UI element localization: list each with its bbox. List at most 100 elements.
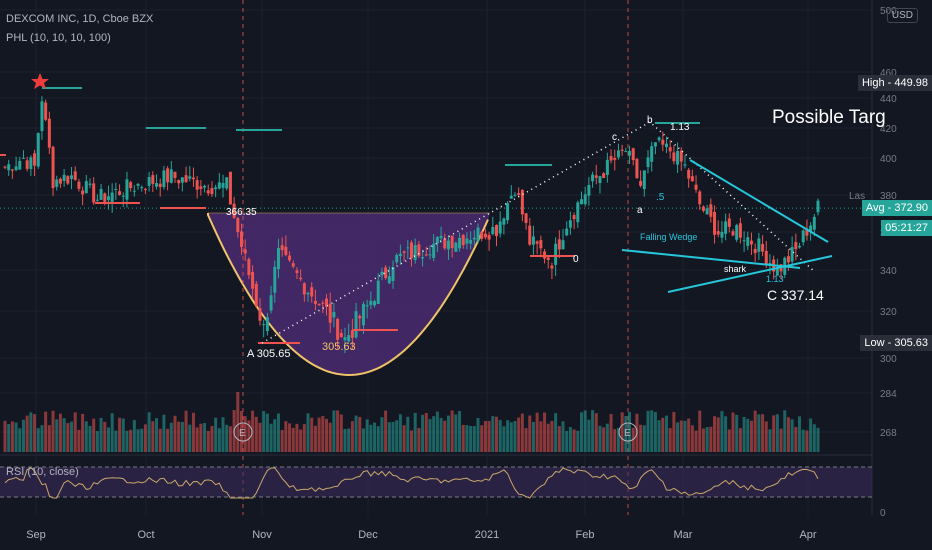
candle-body: [306, 292, 310, 295]
volume-bar: [435, 411, 439, 452]
currency-button[interactable]: USD: [886, 8, 918, 23]
candle-body: [746, 237, 750, 246]
point-b-label: b: [647, 115, 653, 126]
countdown-label: 05:21:27: [881, 220, 932, 236]
candle-body: [587, 185, 591, 196]
candle-body: [635, 159, 639, 179]
volume-bar: [432, 416, 436, 452]
candle-body: [517, 193, 521, 195]
candle-body: [735, 225, 739, 240]
candle-body: [291, 263, 295, 267]
volume-bar: [591, 410, 595, 452]
cup-low-label: 305.63: [322, 341, 356, 353]
volume-bar: [742, 417, 746, 452]
candle-body: [664, 143, 668, 148]
candle-body: [280, 245, 284, 251]
candle-body: [413, 245, 417, 260]
candle-body: [99, 188, 103, 200]
price-tick-label: 420: [880, 124, 897, 135]
volume-bar: [605, 423, 609, 452]
candle-body: [376, 280, 380, 304]
candle-body: [92, 183, 96, 203]
volume-bar: [81, 413, 85, 452]
candle-body: [472, 237, 476, 240]
volume-bar: [694, 430, 698, 452]
volume-bar: [177, 421, 181, 452]
candle-body: [502, 218, 506, 225]
candle-body: [58, 178, 62, 184]
volume-bar: [10, 421, 14, 452]
candle-body: [47, 118, 51, 148]
candle-body: [738, 223, 742, 238]
candle-body: [476, 227, 480, 241]
volume-bar: [461, 424, 465, 452]
candle-body: [483, 233, 487, 238]
volume-bar: [18, 428, 22, 452]
volume-bar: [410, 430, 413, 452]
candle-body: [269, 295, 273, 311]
candle-body: [565, 228, 569, 236]
volume-bar: [679, 420, 683, 452]
volume-bar: [546, 423, 550, 452]
candle-body: [809, 225, 813, 232]
volume-bar: [450, 410, 454, 452]
candle-body: [384, 267, 388, 279]
candle-body: [764, 250, 768, 266]
candle-body: [214, 187, 218, 190]
candle-body: [812, 216, 816, 230]
candle-body: [561, 240, 565, 250]
volume-bar: [587, 419, 591, 452]
candle-body: [62, 174, 66, 181]
volume-bar: [110, 413, 114, 452]
volume-bar: [254, 416, 258, 452]
volume-bar: [299, 429, 303, 452]
volume-bar: [494, 416, 498, 452]
wedge-upper-line: [689, 159, 829, 243]
volume-bar: [746, 418, 750, 452]
volume-bar: [731, 412, 735, 452]
candle-body: [55, 179, 59, 187]
volume-bar: [650, 410, 654, 452]
volume-bar: [44, 411, 48, 452]
candle-body: [461, 235, 465, 246]
time-tick-label: Oct: [137, 529, 154, 541]
falling-wedge-label: Falling Wedge: [640, 232, 697, 242]
candle-body: [506, 203, 510, 221]
candle-body: [816, 200, 820, 213]
volume-bar: [306, 413, 310, 452]
volume-bar: [317, 417, 321, 452]
candle-body: [572, 215, 576, 220]
volume-bar: [809, 418, 813, 452]
volume-bar: [786, 417, 790, 452]
candle-body: [731, 231, 735, 236]
candle-body: [106, 196, 110, 200]
candle-body: [121, 195, 125, 197]
candle-body: [498, 221, 502, 234]
candle-body: [687, 169, 691, 179]
candle-body: [653, 142, 657, 147]
indicator-label: PHL (10, 10, 10, 100): [6, 32, 111, 44]
volume-bar: [166, 428, 170, 452]
volume-bar: [535, 412, 539, 452]
volume-bar: [421, 414, 425, 452]
candle-body: [613, 157, 617, 160]
volume-bar: [343, 428, 347, 452]
volume-bar: [114, 430, 118, 452]
candle-body: [446, 240, 450, 250]
volume-bar: [517, 417, 521, 452]
volume-bar: [70, 421, 74, 452]
candle-body: [568, 220, 572, 228]
candle-body: [262, 324, 266, 326]
candle-body: [753, 248, 757, 254]
candle-body: [373, 301, 377, 306]
volume-bar: [310, 417, 314, 452]
volume-bar: [140, 428, 144, 452]
volume-bar: [417, 428, 421, 452]
volume-bar: [531, 421, 535, 452]
volume-bar: [3, 420, 7, 452]
candle-body: [70, 175, 74, 179]
volume-bar: [358, 416, 362, 452]
candle-body: [81, 190, 85, 195]
price-tick-label: 400: [880, 154, 897, 165]
